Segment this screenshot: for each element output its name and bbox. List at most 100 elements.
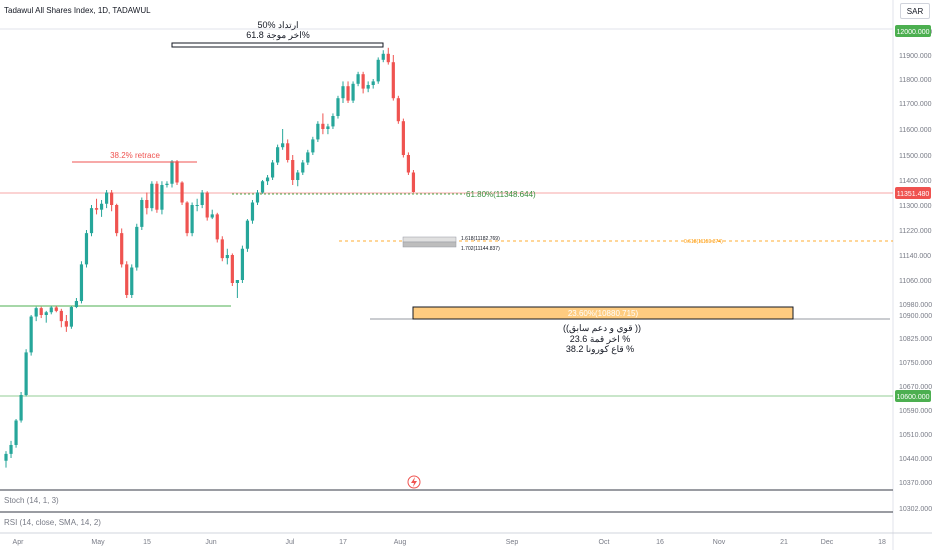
candle <box>84 230 89 268</box>
candle <box>411 170 416 193</box>
rsi-label[interactable]: RSI (14, close, SMA, 14, 2) <box>4 518 101 527</box>
lightning-icon[interactable] <box>407 475 421 489</box>
candle <box>230 253 234 286</box>
support-zone <box>412 306 794 320</box>
candle <box>125 261 129 298</box>
retrace-top-label-2: اخر موجة 61.8% <box>246 30 309 41</box>
candle <box>291 155 295 185</box>
price-tick-label: 11700.000 <box>899 101 932 108</box>
candle <box>215 212 219 243</box>
candle <box>195 198 199 212</box>
price-tick-label: 11500.000 <box>899 153 932 160</box>
candle <box>24 349 28 397</box>
candle <box>235 280 239 298</box>
candle <box>220 236 224 262</box>
candle <box>286 139 290 163</box>
candle <box>281 129 285 150</box>
candle <box>351 81 355 103</box>
time-axis[interactable]: Apr May 15 Jun Jul 17 Aug Sep Oct 16 Nov 21 Dec 18 <box>13 539 886 546</box>
candle <box>135 223 139 271</box>
time-tick-label: Apr <box>13 539 25 546</box>
candle <box>94 198 99 215</box>
candle <box>396 95 400 124</box>
retrace-top-label-1: 50% ارتداد <box>257 20 298 31</box>
time-tick-label: Nov <box>713 539 726 546</box>
price-badges: 12000.000 11351.480 10600.000 <box>895 25 931 402</box>
candle <box>120 228 124 268</box>
time-tick-label: Jul <box>286 539 295 546</box>
candle <box>401 118 405 158</box>
time-tick-label: 21 <box>780 539 788 546</box>
stoch-label[interactable]: Stoch (14, 1, 3) <box>4 496 59 505</box>
price-tick-label: 11140.000 <box>899 253 931 260</box>
candle <box>39 306 43 319</box>
candle <box>260 180 265 194</box>
horizontal-lines <box>0 192 893 397</box>
candle <box>406 152 410 175</box>
candle <box>381 50 385 63</box>
support-zone-label: 23.60%(10880.715) <box>568 309 639 318</box>
candle <box>341 81 345 103</box>
price-tick-label: 10670.000 <box>899 384 932 391</box>
price-badge: 12000.000 <box>895 25 931 37</box>
candles-layer <box>4 47 416 468</box>
price-tick-label: 10980.000 <box>899 302 932 309</box>
candle <box>301 160 305 175</box>
price-tick-label: 10510.000 <box>899 432 932 439</box>
candle <box>69 306 73 329</box>
fib-1618-label: 1.618(11182.769) <box>461 236 500 242</box>
candle <box>34 306 38 322</box>
candle <box>276 144 280 165</box>
fib-ext-box-2 <box>402 241 457 248</box>
svg-text:12000.000: 12000.000 <box>896 29 929 36</box>
fib-ext-box-1 <box>402 236 457 243</box>
time-tick-label: 17 <box>339 539 347 546</box>
candle <box>59 308 63 328</box>
candle <box>366 81 370 93</box>
time-tick-label: 15 <box>143 539 151 546</box>
zone-note-2: اخر قمة 23.6 % <box>570 334 630 345</box>
candle <box>265 175 270 185</box>
zone-note-1: ((قوي و دعم سابق )) <box>563 323 641 334</box>
candle <box>64 315 68 332</box>
candle <box>316 121 320 142</box>
time-tick-label: 16 <box>656 539 664 546</box>
candle <box>89 205 94 237</box>
candle <box>44 310 48 323</box>
candle <box>296 170 300 187</box>
candle <box>160 181 164 215</box>
candle <box>145 192 149 215</box>
candle <box>175 160 179 185</box>
currency-selector[interactable]: SAR <box>900 3 930 19</box>
candle <box>4 451 8 468</box>
time-tick-label: Oct <box>599 539 610 546</box>
candle <box>361 71 365 94</box>
candle <box>245 219 250 252</box>
candle <box>19 392 23 423</box>
candle <box>110 190 114 212</box>
candle <box>185 201 189 237</box>
price-tick-label: 11060.000 <box>899 278 932 285</box>
candle <box>9 440 13 458</box>
price-tick-label: 11600.000 <box>899 127 932 134</box>
candle <box>225 248 229 265</box>
candle <box>321 113 325 135</box>
candle <box>150 181 154 212</box>
time-tick-label: May <box>91 539 105 546</box>
retrace-382-label: 38.2% retrace <box>110 151 160 160</box>
time-tick-label: 18 <box>878 539 886 546</box>
retrace-box-top <box>171 42 384 48</box>
fib-618-label: 61.80%(11348.644) <box>466 190 536 199</box>
candle <box>165 181 169 188</box>
candle <box>54 306 58 313</box>
price-tick-label: 10900.000 <box>899 313 932 320</box>
candle <box>200 190 204 209</box>
candle <box>346 81 350 103</box>
candle <box>29 315 33 356</box>
price-axis[interactable]: 12000.000 11900.000 11800.000 11700.000 1160… <box>899 29 932 513</box>
candle <box>255 190 260 205</box>
chart-title: Tadawul All Shares Index, 1D, TADAWUL <box>4 6 151 15</box>
candle <box>336 95 340 119</box>
candle <box>49 306 53 315</box>
